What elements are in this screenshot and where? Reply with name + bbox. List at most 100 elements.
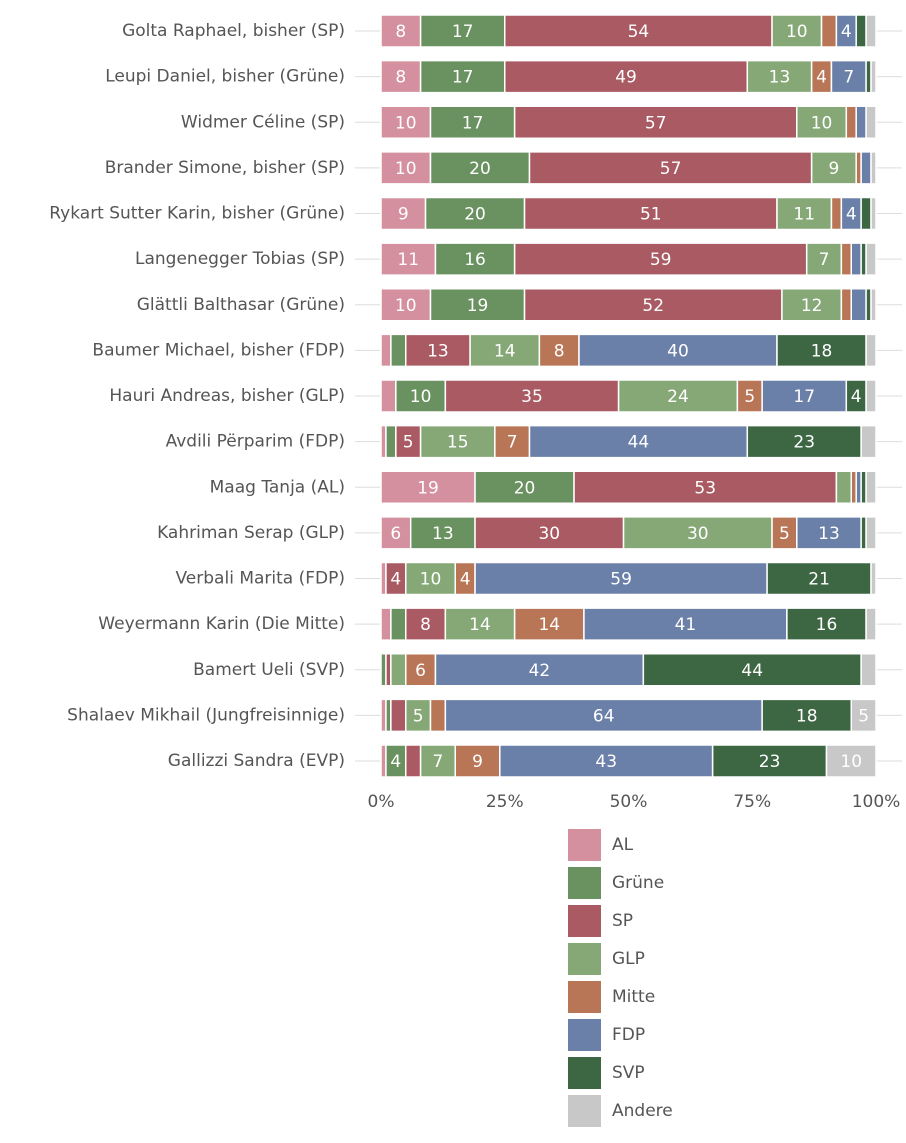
bar-segment: [419, 14, 506, 48]
data-label: 57: [645, 113, 667, 133]
legend-swatch: [568, 1019, 601, 1051]
data-label: 14: [494, 341, 516, 361]
legend-swatch: [568, 867, 601, 899]
data-label: 12: [801, 296, 823, 316]
bar-segment: [870, 196, 877, 231]
bar-segment: [776, 333, 867, 368]
bar-segment: [429, 151, 531, 185]
bar-segment: [865, 516, 877, 550]
bar-segment: [810, 151, 857, 185]
y-tick-label: Langenegger Tobias (SP): [135, 249, 345, 269]
bar-segment: [434, 242, 516, 276]
bar-segment: [860, 196, 872, 231]
legend-swatch: [568, 1095, 601, 1127]
data-label: 30: [538, 524, 560, 544]
bar-segment: [830, 196, 843, 231]
bar-segment: [865, 242, 877, 276]
bar-segment: [409, 516, 476, 550]
bar-segment: [865, 470, 877, 504]
data-label: 44: [628, 433, 650, 453]
data-label: 40: [667, 341, 689, 361]
bar-segment: [840, 288, 852, 322]
y-tick-label: Verbali Marita (FDP): [176, 569, 346, 589]
bar-segment: [865, 14, 877, 48]
bar-segment: [429, 288, 526, 322]
data-label: 7: [819, 250, 830, 270]
data-label: 59: [650, 250, 672, 270]
bar-segment: [528, 424, 749, 459]
y-tick-label: Maag Tanja (AL): [210, 477, 345, 497]
data-label: 9: [829, 159, 840, 179]
data-label: 10: [840, 752, 862, 772]
bar-segment: [474, 561, 768, 596]
bar-segment: [805, 242, 843, 276]
bar-segment: [405, 561, 456, 596]
y-tick-label: Gallizzi Sandra (EVP): [168, 751, 345, 771]
x-tick-label: 25%: [486, 792, 524, 812]
bar-segment: [504, 59, 749, 94]
legend-label: FDP: [612, 1025, 645, 1045]
bar-segment: [746, 424, 862, 459]
data-label: 11: [397, 250, 419, 270]
bar-segment: [855, 14, 867, 48]
legend-label: Andere: [612, 1101, 673, 1121]
bar-segment: [405, 607, 447, 641]
data-label: 19: [467, 296, 489, 316]
data-label: 8: [554, 341, 565, 361]
bar-segment: [766, 561, 872, 596]
bar-segment: [796, 105, 848, 139]
data-label: 5: [413, 706, 424, 726]
bar-segment: [865, 333, 877, 368]
bar-segment: [850, 698, 877, 733]
data-label: 4: [851, 387, 862, 407]
bar-segment: [840, 242, 852, 276]
bar-segment: [865, 607, 877, 641]
bar-segment: [860, 424, 877, 459]
bar-segment: [380, 470, 476, 504]
data-label: 20: [514, 478, 536, 498]
bar-segment: [429, 698, 447, 733]
legend-swatch: [568, 905, 601, 937]
y-tick-label: Widmer Céline (SP): [181, 112, 345, 132]
y-tick-label: Brander Simone, bisher (SP): [105, 158, 345, 178]
bar-segment: [419, 424, 496, 459]
bar-segment: [781, 288, 843, 322]
bar-segment: [870, 561, 877, 596]
bar-segment: [830, 59, 867, 94]
data-label: 10: [395, 296, 417, 316]
data-label: 4: [846, 205, 857, 225]
bar-segment: [860, 653, 877, 687]
data-label: 59: [610, 570, 632, 590]
data-label: 4: [390, 752, 401, 772]
data-label: 6: [415, 661, 426, 681]
data-label: 20: [464, 205, 486, 225]
y-tick-label: Glättli Balthasar (Grüne): [137, 295, 345, 315]
bar-segment: [850, 288, 867, 322]
legend-label: Mitte: [612, 987, 655, 1007]
legend-label: AL: [612, 835, 634, 855]
bar-segment: [380, 59, 422, 94]
legend-label: GLP: [612, 949, 645, 969]
legend-swatch: [568, 1057, 601, 1089]
data-label: 15: [447, 433, 469, 453]
bar-segment: [380, 105, 432, 139]
data-label: 18: [796, 706, 818, 726]
data-label: 20: [469, 159, 491, 179]
legend-label: SP: [612, 911, 633, 931]
data-label: 8: [420, 615, 431, 635]
data-label: 35: [521, 387, 543, 407]
bar-segment: [523, 288, 783, 322]
data-label: 5: [744, 387, 755, 407]
bar-segment: [444, 379, 620, 413]
bar-segment: [513, 242, 808, 276]
bar-segment: [528, 151, 813, 185]
bar-segment: [499, 744, 714, 778]
data-label: 7: [843, 68, 854, 88]
bar-segment: [825, 744, 877, 778]
bar-segment: [380, 333, 392, 368]
bar-segment: [380, 607, 392, 641]
bar-segment: [494, 424, 531, 459]
y-tick-label: Bamert Ueli (SVP): [193, 660, 345, 680]
data-label: 11: [793, 205, 815, 225]
data-label: 18: [811, 341, 833, 361]
